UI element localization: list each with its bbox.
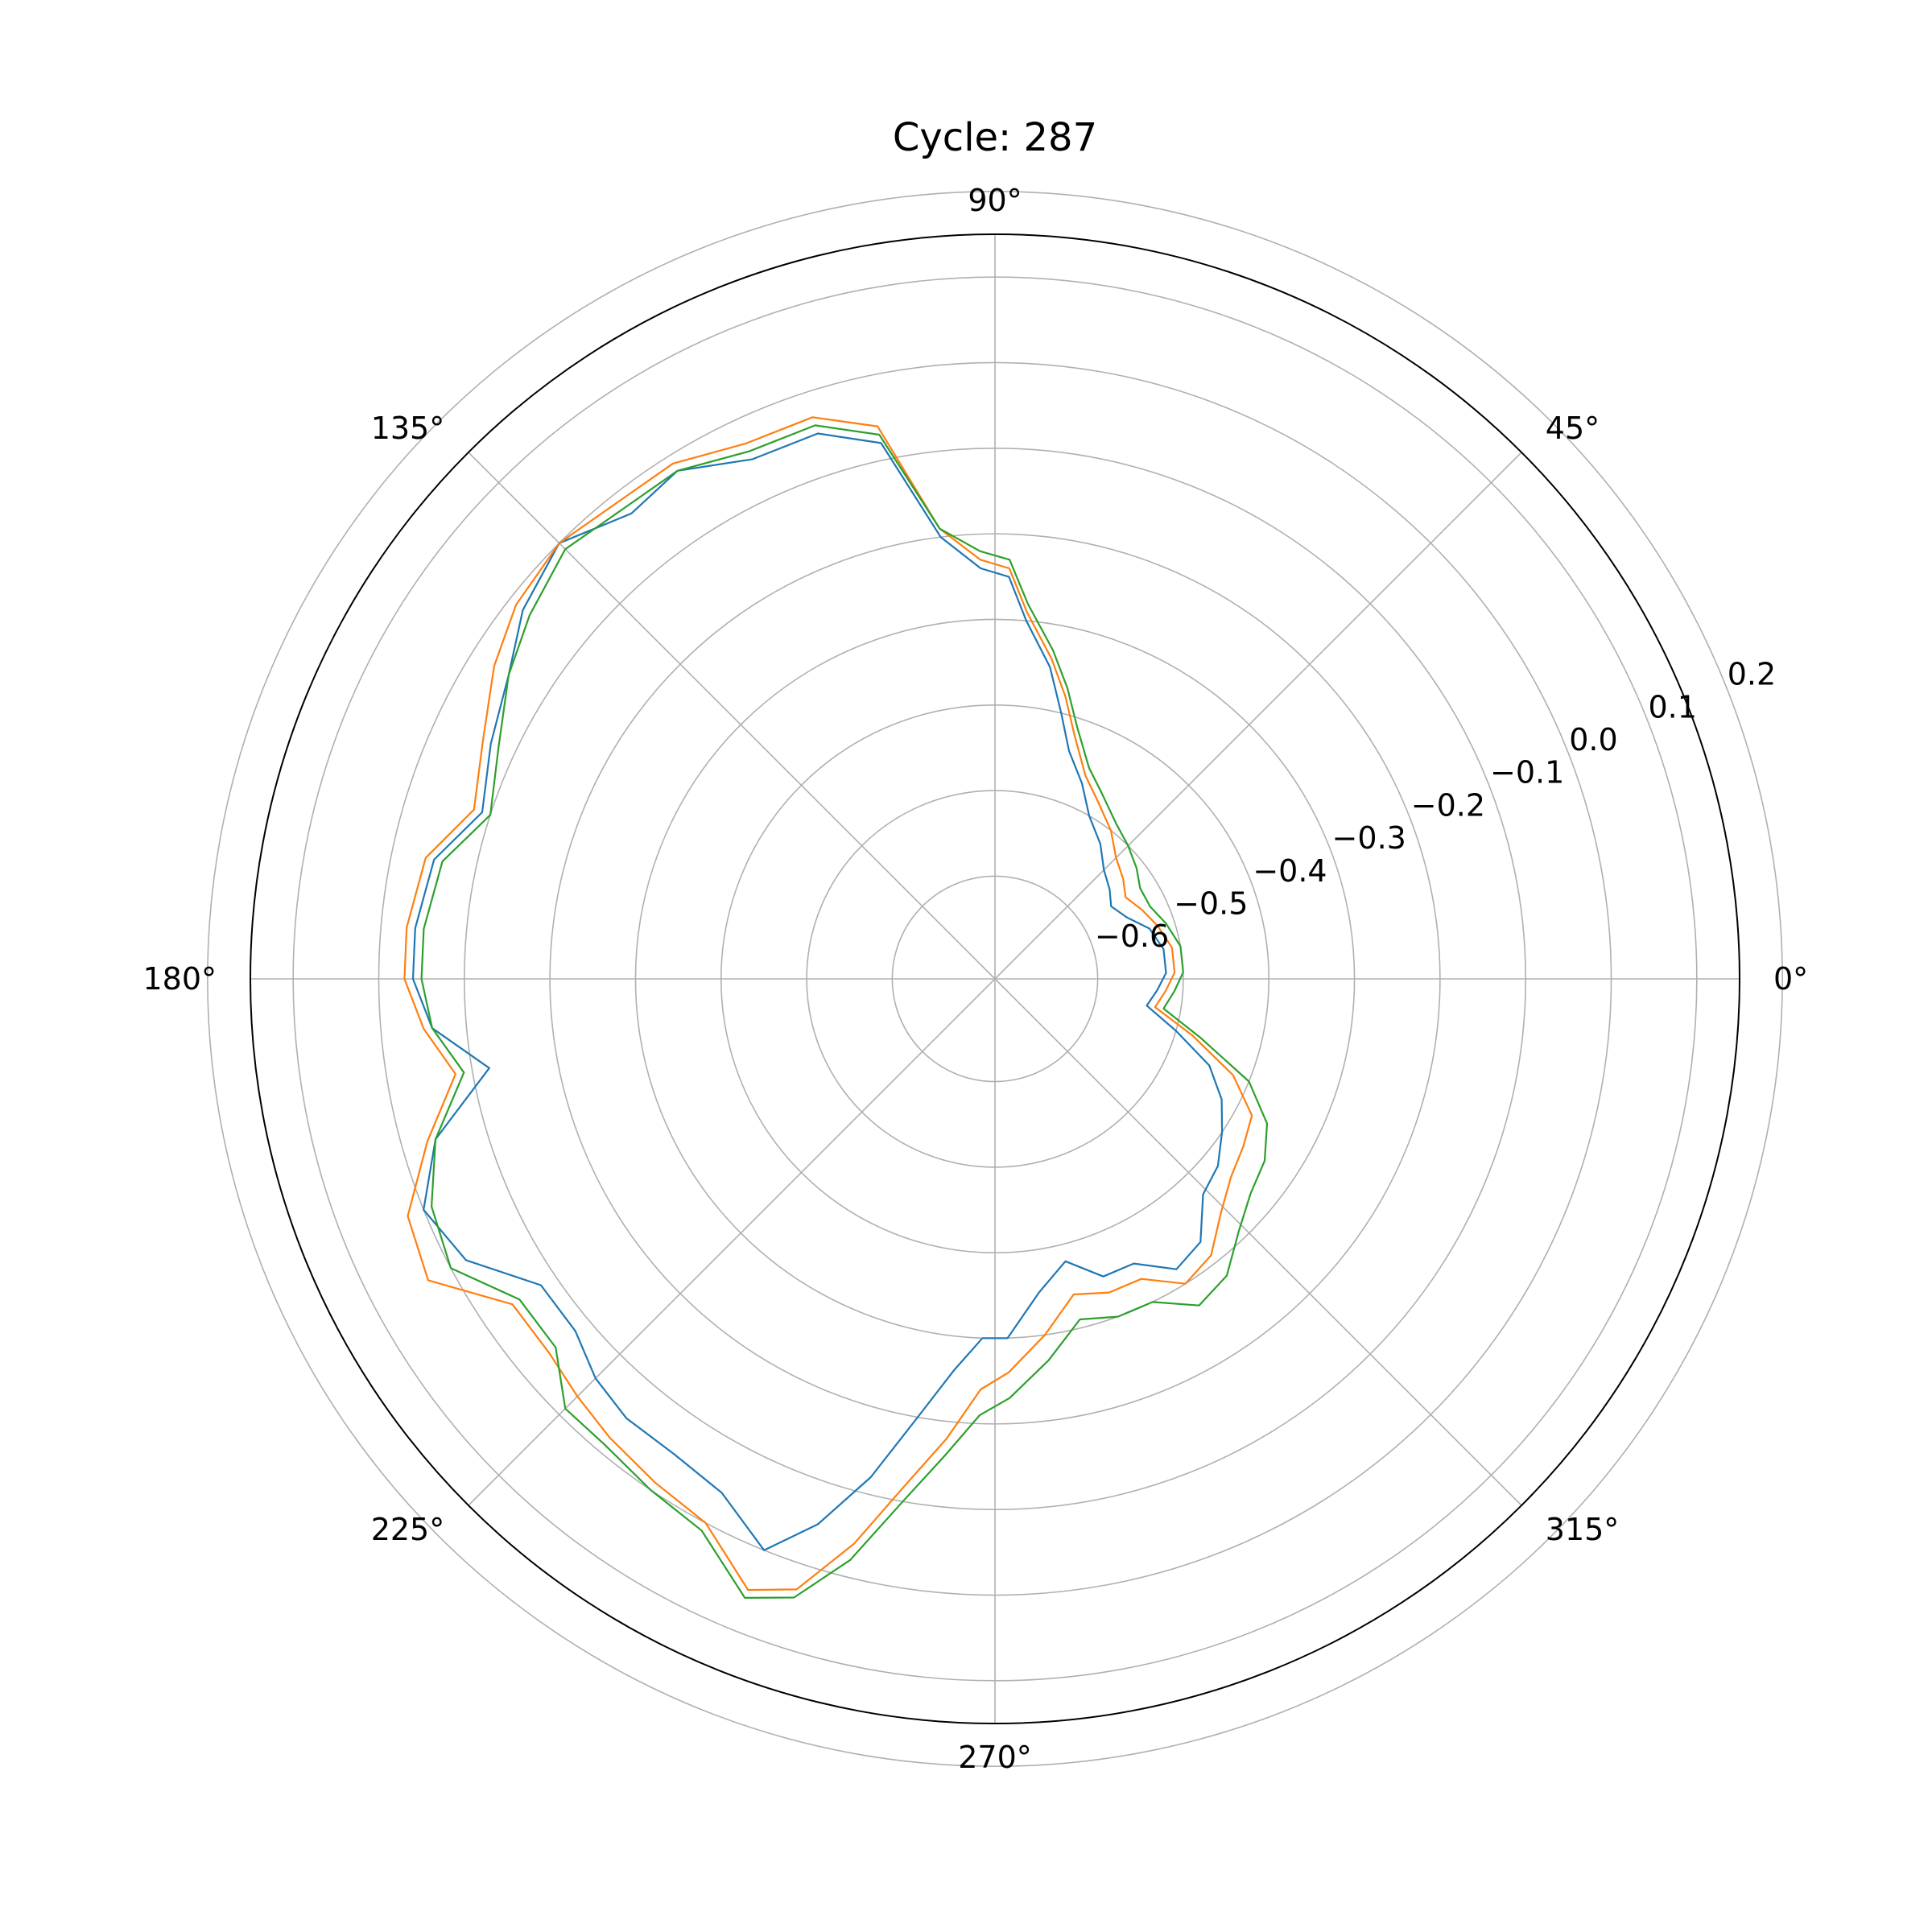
- r-tick-label: 0.0: [1569, 722, 1617, 758]
- theta-tick-label: 0°: [1773, 961, 1808, 997]
- r-tick-label: 0.1: [1648, 689, 1696, 724]
- r-tick-label: −0.5: [1174, 886, 1248, 921]
- theta-tick-label: 45°: [1546, 411, 1600, 446]
- theta-grid-line-1: [994, 452, 1522, 980]
- theta-tick-label: 225°: [371, 1512, 445, 1547]
- r-grid-ring-8: [207, 191, 1783, 1767]
- r-tick-labels: −0.6−0.5−0.4−0.3−0.2−0.10.0 0.1 0.2: [1095, 657, 1776, 955]
- series-line-1: [411, 432, 1224, 1551]
- chart-title: Cycle: 287: [893, 115, 1097, 160]
- r-tick-label: −0.2: [1411, 787, 1485, 823]
- r-tick-label: −0.6: [1095, 919, 1169, 954]
- r-tick-label: −0.3: [1332, 820, 1406, 856]
- series-layer: [403, 416, 1269, 1599]
- theta-grid-line-7: [994, 978, 1522, 1506]
- theta-tick-labels: 0° 45° 90° 135° 180° 225° 270° 315°: [142, 183, 1808, 1775]
- theta-tick-label: 90°: [968, 183, 1022, 218]
- angular-grid: [250, 234, 1740, 1724]
- theta-grid-line-3: [468, 452, 996, 980]
- r-tick-label: −0.1: [1490, 755, 1564, 791]
- series-line-2: [403, 416, 1253, 1591]
- theta-tick-label: 315°: [1546, 1512, 1620, 1547]
- theta-tick-label: 180°: [142, 961, 217, 997]
- series-line-3: [420, 424, 1269, 1599]
- theta-tick-label: 135°: [371, 411, 445, 446]
- r-tick-label: −0.4: [1253, 853, 1327, 889]
- theta-tick-label: 270°: [958, 1740, 1032, 1775]
- theta-grid-line-5: [468, 978, 996, 1506]
- r-tick-label: 0.2: [1728, 657, 1776, 692]
- polar-frame: [250, 233, 1740, 1724]
